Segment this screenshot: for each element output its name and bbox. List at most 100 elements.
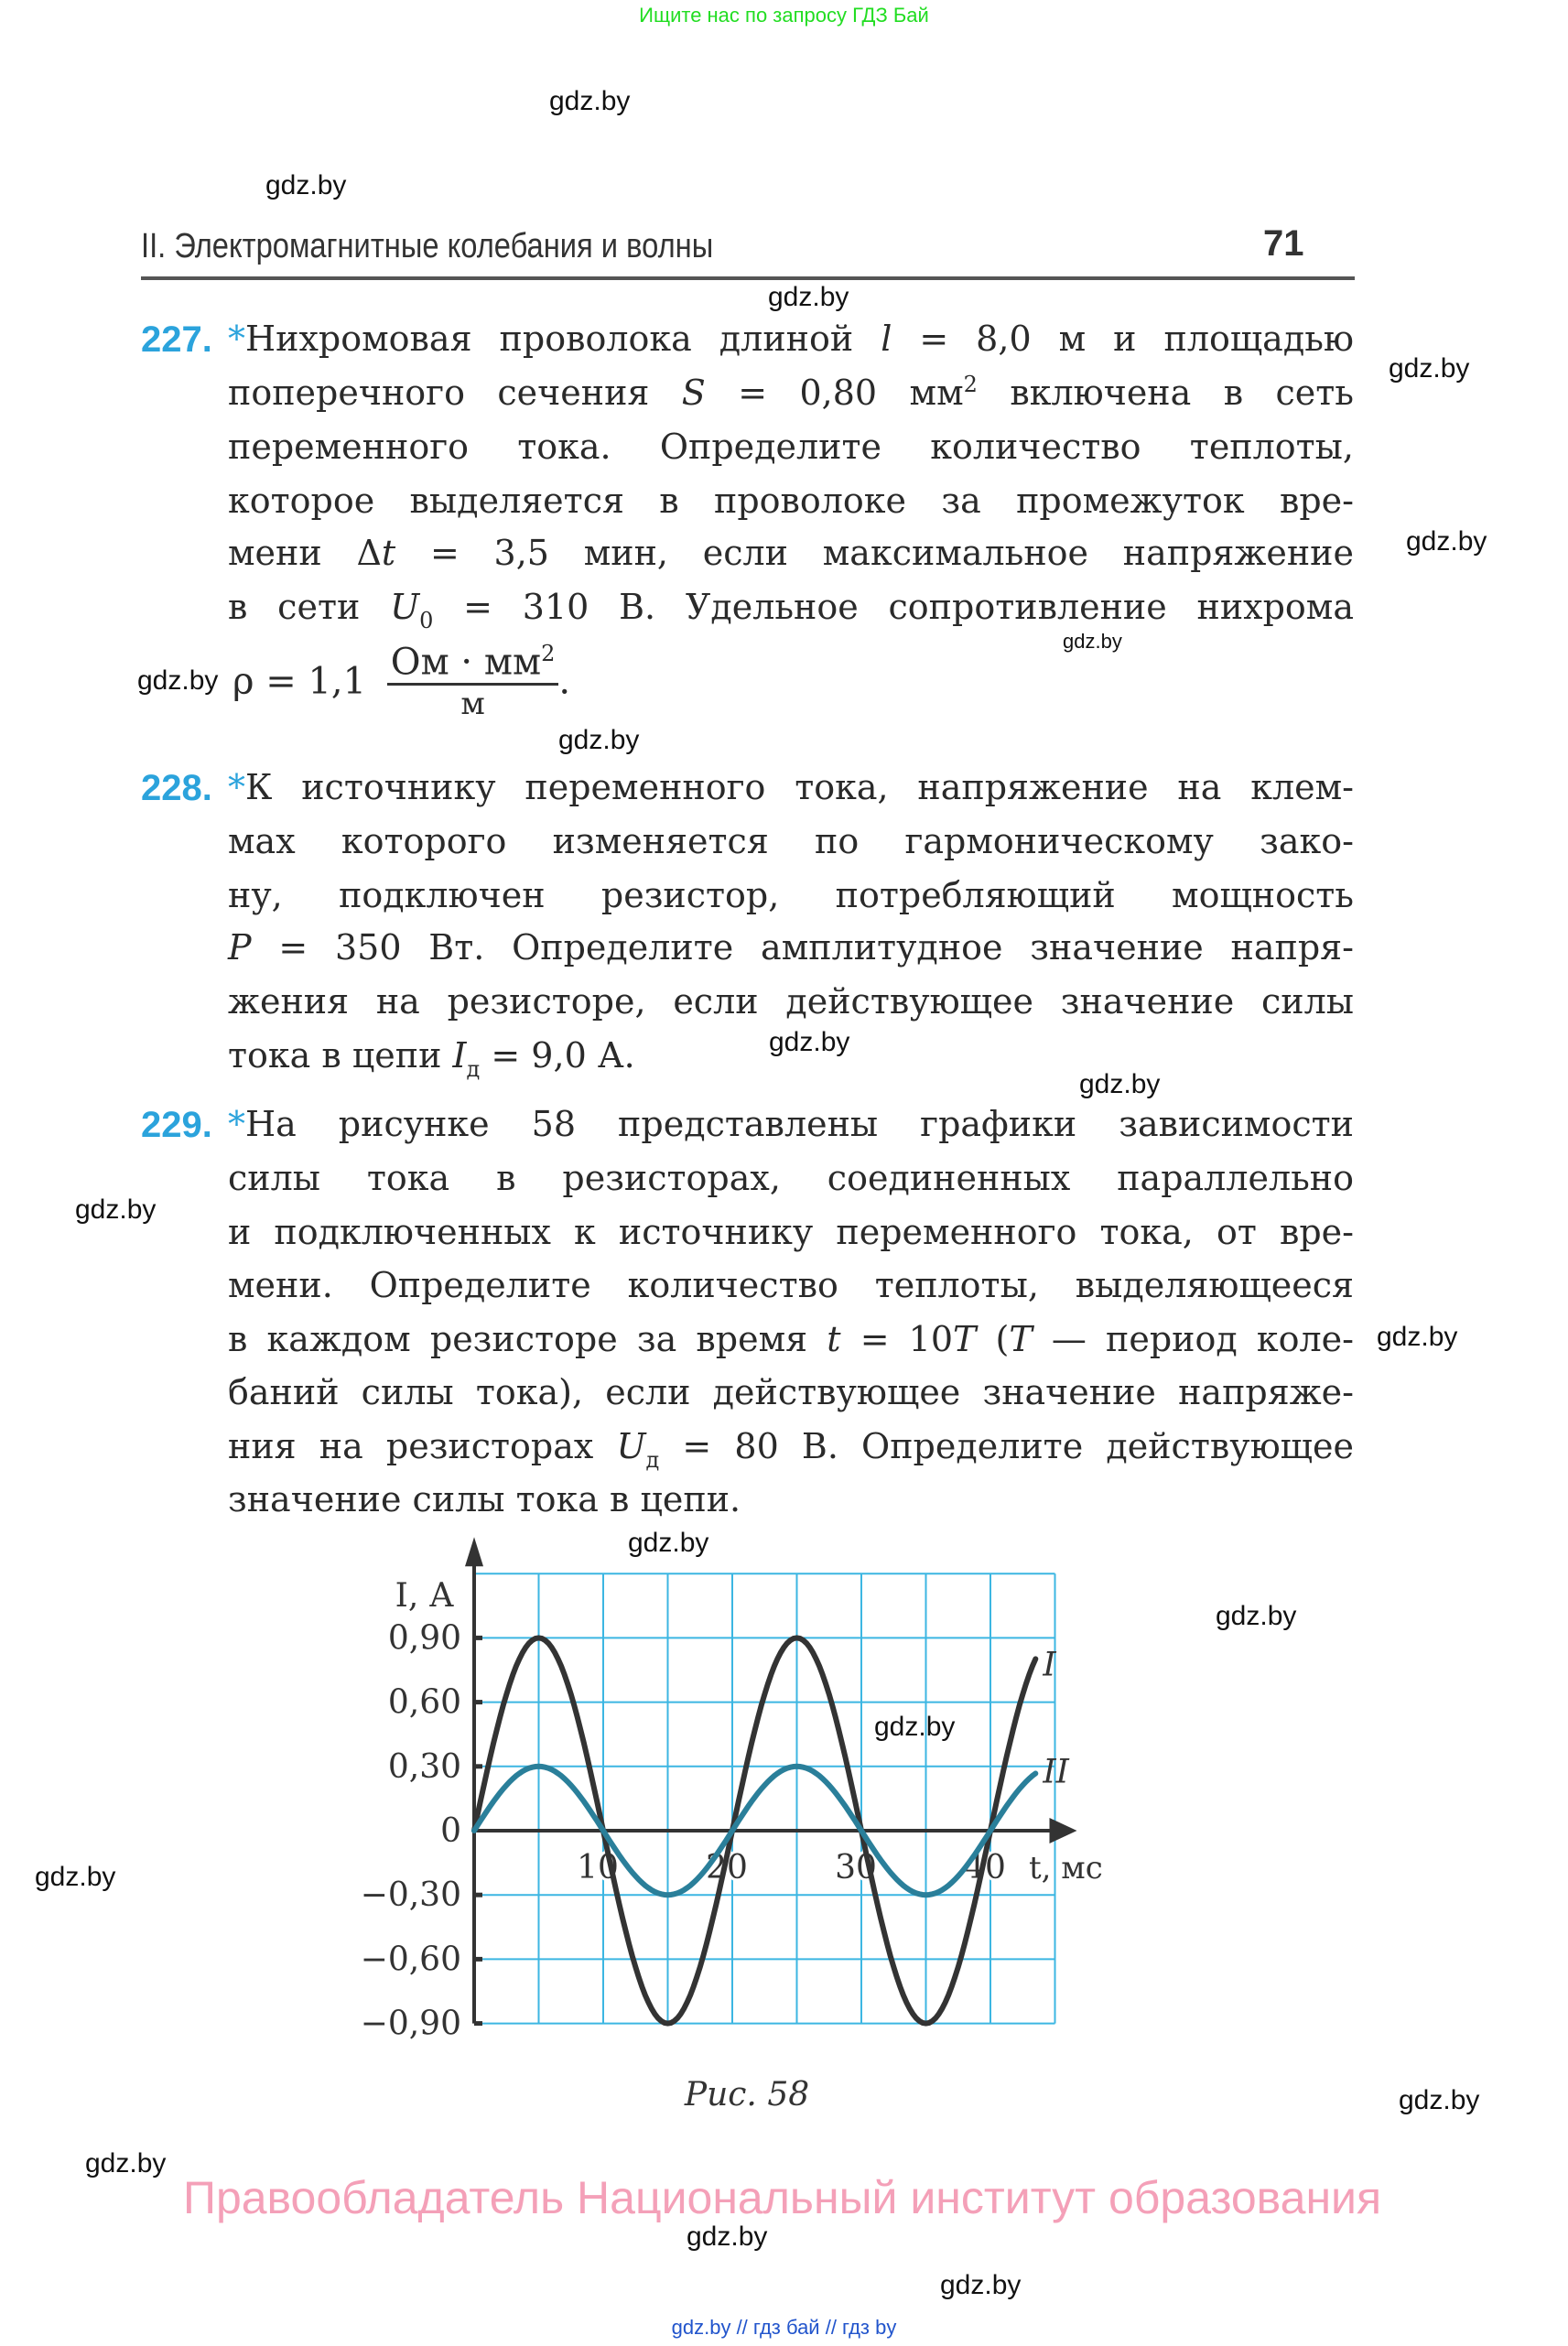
difficulty-star: * (228, 319, 245, 359)
text-segment: включена в сеть (977, 373, 1354, 413)
text-line: ну, подключен резистор, потребляющий мощ… (228, 874, 1354, 916)
copyright-notice: Правообладатель Национальный институт об… (183, 2172, 1382, 2223)
text-segment: ( (976, 1319, 1010, 1359)
running-head: II. Электромагнитные колебания и волны (141, 227, 714, 265)
watermark: gdz.by (1389, 353, 1470, 384)
page-number: 71 (1263, 223, 1304, 264)
watermark: gdz.by (75, 1195, 157, 1225)
series-I-line (471, 1635, 1039, 2027)
text-segment: P (228, 927, 252, 968)
text-segment: д (466, 1056, 481, 1082)
text-segment: переменного тока. Определите количество … (228, 427, 1354, 467)
text-line: мах которого изменяется по гармоническом… (228, 820, 1354, 862)
watermark: gdz.by (687, 2222, 768, 2252)
problem-number: 228. (141, 768, 212, 808)
text-line: которое выделяется в проволоке за промеж… (228, 480, 1354, 522)
problem-number: 229. (141, 1105, 212, 1145)
text-segment: и подключенных к источнику переменного т… (228, 1212, 1354, 1252)
text-line: и подключенных к источнику переменного т… (228, 1211, 1354, 1253)
text-line: силы тока в резисторах, соединенных пара… (228, 1157, 1354, 1199)
watermark: gdz.by (265, 170, 347, 200)
y-tick-label: 0,30 (388, 1748, 461, 1786)
watermark: gdz.by (558, 725, 640, 755)
watermark: gdz.by (1377, 1322, 1458, 1352)
text-segment: 0 (419, 608, 434, 633)
watermark: gdz.by (940, 2270, 1022, 2300)
text-segment: = 350 Вт. Определите амплитудное значени… (251, 927, 1354, 968)
difficulty-star: * (228, 767, 245, 807)
text-segment: силы тока в резисторах, соединенных пара… (228, 1158, 1354, 1198)
text-line: P = 350 Вт. Определите амплитудное значе… (228, 926, 1354, 968)
text-line: переменного тока. Определите количество … (228, 426, 1354, 468)
text-segment: = 80 В. Определите действующее (659, 1426, 1354, 1466)
watermark: gdz.by (1216, 1601, 1297, 1631)
watermark: gdz.by (549, 86, 631, 116)
watermark: gdz.by (1063, 630, 1122, 653)
text-segment: в сети (228, 587, 391, 627)
text-segment: Нихромовая проволока длиной (245, 319, 881, 359)
x-axis-arrow (1049, 1818, 1077, 1843)
search-banner: Ищите нас по запросу ГДЗ Бай (639, 4, 929, 27)
text-segment: мени Δ (228, 533, 382, 573)
text-line: *Нихромовая проволока длиной l = 8,0 м и… (228, 318, 1354, 360)
text-segment: в каждом резисторе за время (228, 1319, 827, 1359)
text-segment: = 8,0 м и площадью (892, 319, 1354, 359)
text-segment: I (452, 1035, 467, 1076)
difficulty-star: * (228, 1104, 245, 1144)
watermark: gdz.by (874, 1712, 956, 1742)
watermark: gdz.by (1406, 526, 1487, 557)
text-segment: — период коле- (1032, 1319, 1354, 1359)
text-segment: ния на резисторах (228, 1426, 617, 1466)
text-segment: = 3,5 мин, если максимальное напряжение (395, 533, 1354, 573)
formula-fraction: Ом · мм2 м (386, 641, 559, 722)
watermark: gdz.by (628, 1528, 709, 1558)
text-segment: 2 (963, 372, 978, 397)
y-axis-label: I, А (395, 1577, 454, 1615)
figure-caption: Рис. 58 (684, 2076, 810, 2114)
text-segment: поперечного сечения (228, 373, 682, 413)
text-segment: S (681, 373, 706, 413)
resistivity-formula: ρ = 1,1 Ом · мм2 м . (232, 641, 570, 722)
text-segment: тока в цепи (228, 1035, 453, 1076)
text-line: поперечного сечения S = 0,80 мм2 включен… (228, 372, 1354, 414)
text-segment: T (953, 1319, 977, 1359)
series-II-line (471, 1763, 1039, 1898)
text-segment: баний силы тока), если действующее значе… (228, 1372, 1354, 1412)
text-line: баний силы тока), если действующее значе… (228, 1371, 1354, 1413)
text-segment: T (1009, 1319, 1033, 1359)
y-tick-label: 0,60 (388, 1684, 461, 1722)
text-segment: К источнику переменного тока, напряжение… (245, 767, 1354, 807)
text-line: в сети U0 = 310 В. Удельное сопротивлени… (228, 586, 1355, 632)
text-segment: мах которого изменяется по гармоническом… (228, 821, 1354, 861)
text-segment: жения на резисторе, если действующее зна… (228, 981, 1354, 1022)
text-segment: = 0,80 мм (705, 373, 964, 413)
text-segment: = 310 В. Удельное сопротивление нихрома (433, 587, 1355, 627)
watermark: gdz.by (769, 1027, 850, 1057)
text-segment: ну, подключен резистор, потребляющий мощ… (228, 875, 1354, 915)
y-tick-label: 0 (440, 1812, 461, 1850)
watermark: gdz.by (768, 282, 849, 312)
text-segment: которое выделяется в проволоке за промеж… (228, 481, 1354, 521)
text-segment: = 9,0 А. (480, 1035, 635, 1076)
text-line: мени Δt = 3,5 мин, если максимальное нап… (228, 532, 1354, 574)
text-line: мени. Определите количество теплоты, выд… (228, 1264, 1354, 1306)
text-line: жения на резисторе, если действующее зна… (228, 980, 1354, 1022)
watermark: gdz.by (137, 665, 219, 696)
x-axis-label: t, мс (1029, 1850, 1103, 1887)
text-segment: t (381, 533, 396, 573)
series-label: I (1042, 1646, 1056, 1683)
y-tick-label: 0,90 (388, 1619, 461, 1657)
text-line: в каждом резисторе за время t = 10T (T —… (228, 1318, 1354, 1360)
text-line: тока в цепи Iд = 9,0 А. (228, 1034, 1354, 1080)
text-segment: U (390, 587, 420, 627)
y-tick-label: −0,60 (361, 1941, 461, 1978)
header-rule (141, 276, 1355, 280)
y-tick-label: −0,90 (361, 2005, 461, 2043)
y-axis-arrow (465, 1537, 483, 1567)
text-line: *К источнику переменного тока, напряжени… (228, 766, 1354, 808)
watermark: gdz.by (35, 1862, 116, 1892)
footer-links[interactable]: gdz.by // гдз бай // гдз by (671, 2316, 897, 2339)
text-segment: мени. Определите количество теплоты, выд… (228, 1265, 1354, 1305)
formula-numerator-box: Ом · мм2 (386, 641, 559, 687)
